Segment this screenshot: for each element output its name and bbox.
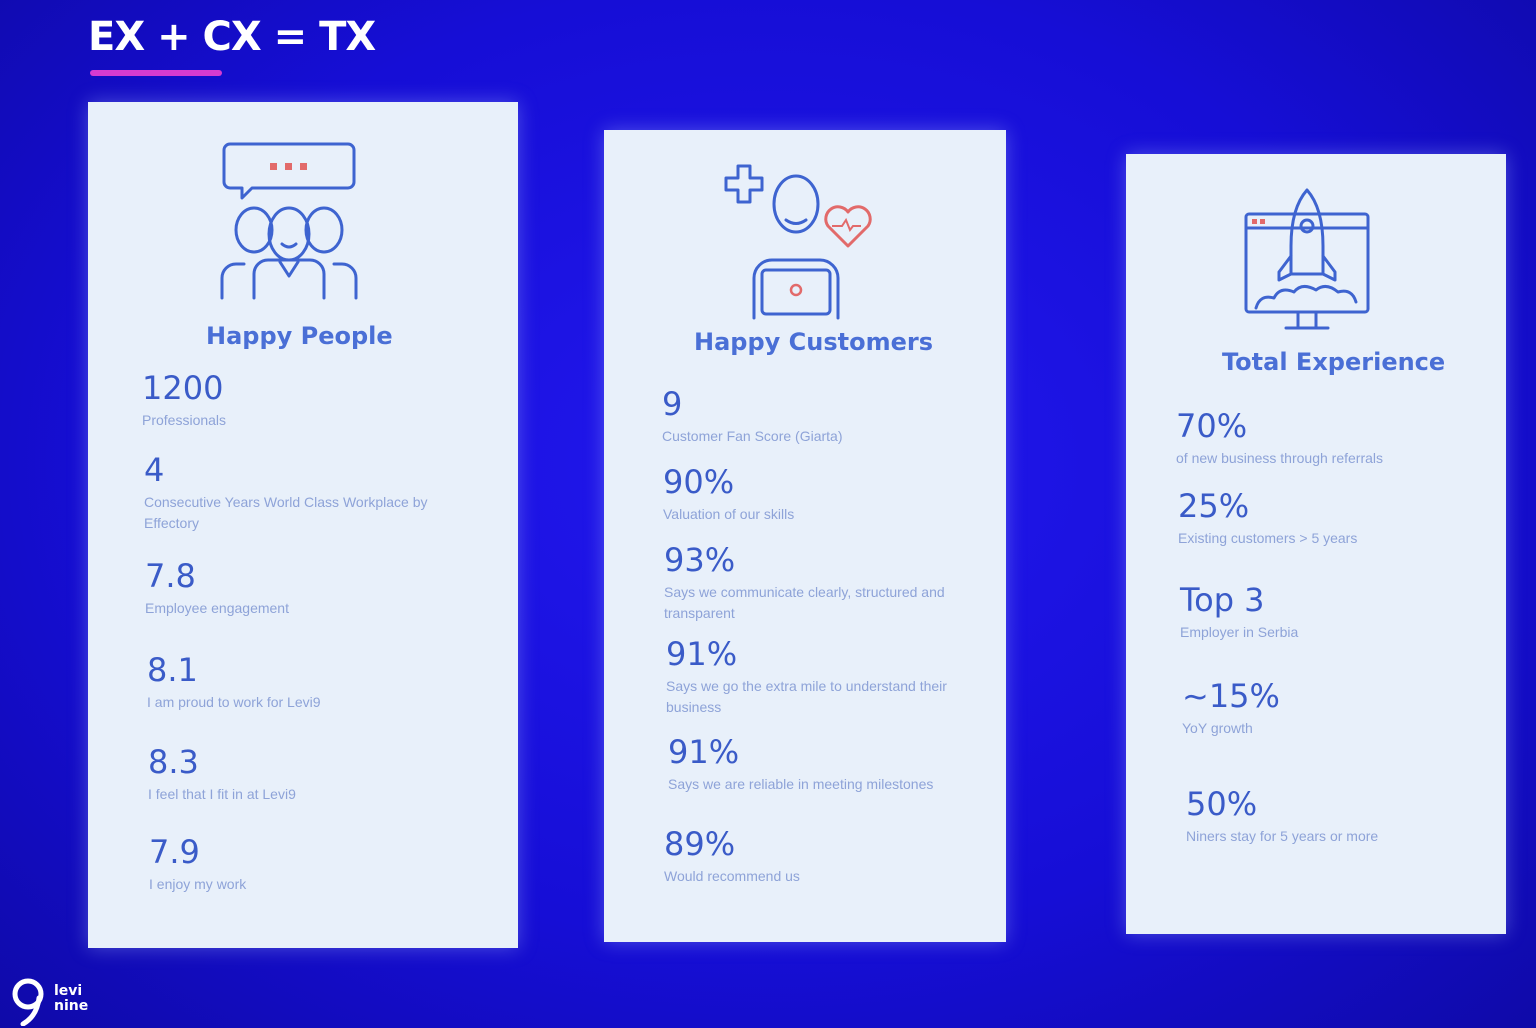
stat-label: Says we go the extra mile to understand … <box>666 678 947 715</box>
stat-label: of new business through referrals <box>1176 450 1383 466</box>
stat-value: 1200 <box>142 369 224 407</box>
brand-line-2: nine <box>54 998 89 1014</box>
stat-label: Would recommend us <box>664 868 800 884</box>
stat-value: Top 3 <box>1180 581 1265 619</box>
stat-label: Customer Fan Score (Giarta) <box>662 428 843 444</box>
stat-item: 9 Customer Fan Score (Giarta) <box>662 386 843 447</box>
stat-item: 91% Says we are reliable in meeting mile… <box>668 734 933 795</box>
stat-value: 90% <box>663 463 735 501</box>
stat-label: Says we are reliable in meeting mileston… <box>668 776 934 792</box>
customer-laptop-heart-icon <box>724 164 872 320</box>
stat-label: Employer in Serbia <box>1180 624 1299 640</box>
team-chat-icon <box>220 142 358 300</box>
stat-label: I am proud to work for Levi9 <box>147 694 321 710</box>
card-heading: Total Experience <box>1222 348 1446 376</box>
stat-value: 8.3 <box>148 743 199 781</box>
card-heading: Happy People <box>206 322 393 350</box>
card-heading: Happy Customers <box>694 328 933 356</box>
card-happy-people: Happy People 1200 Professionals 4 Consec… <box>88 102 518 948</box>
stat-value: 50% <box>1186 785 1258 823</box>
stat-label: Niners stay for 5 years or more <box>1186 828 1379 844</box>
stat-value: 7.8 <box>145 557 196 595</box>
stat-value: 89% <box>664 825 736 863</box>
stat-item: 7.9 I enjoy my work <box>149 834 246 895</box>
stat-item: Top 3 Employer in Serbia <box>1180 582 1298 643</box>
stat-item: 70% of new business through referrals <box>1176 408 1383 469</box>
stat-value: 8.1 <box>147 651 198 689</box>
stat-item: 50% Niners stay for 5 years or more <box>1186 786 1378 847</box>
stat-value: ~15% <box>1182 677 1280 715</box>
stat-value: 93% <box>664 541 736 579</box>
stat-item: 93% Says we communicate clearly, structu… <box>664 542 964 624</box>
slide-title: EX + CX = TX <box>88 14 376 60</box>
stat-item: 7.8 Employee engagement <box>145 558 289 619</box>
stat-item: 1200 Professionals <box>142 370 226 431</box>
stat-label: Employee engagement <box>145 600 289 616</box>
stat-item: 90% Valuation of our skills <box>663 464 794 525</box>
stat-item: 8.3 I feel that I fit in at Levi9 <box>148 744 296 805</box>
card-total-experience: Total Experience 70% of new business thr… <box>1126 154 1506 934</box>
stat-value: 91% <box>666 635 738 673</box>
brand-name: levi nine <box>54 984 88 1014</box>
stat-item: 25% Existing customers > 5 years <box>1178 488 1357 549</box>
stat-item: 8.1 I am proud to work for Levi9 <box>147 652 321 713</box>
stat-value: 25% <box>1178 487 1250 525</box>
brand-line-1: levi <box>54 983 83 999</box>
stat-label: Says we communicate clearly, structured … <box>664 584 945 621</box>
stat-label: I enjoy my work <box>149 876 247 892</box>
stat-value: 91% <box>668 733 740 771</box>
rocket-launch-icon <box>1244 188 1370 330</box>
stat-item: ~15% YoY growth <box>1182 678 1280 739</box>
levi9-logo-icon <box>12 978 44 1026</box>
stat-value: 9 <box>662 385 683 423</box>
stat-label: YoY growth <box>1182 720 1253 736</box>
stat-label: Existing customers > 5 years <box>1178 530 1358 546</box>
stat-item: 89% Would recommend us <box>664 826 800 887</box>
stat-label: Professionals <box>142 412 227 428</box>
stat-label: I feel that I fit in at Levi9 <box>148 786 296 802</box>
stat-item: 91% Says we go the extra mile to underst… <box>666 636 966 718</box>
stat-value: 7.9 <box>149 833 200 871</box>
stat-value: 4 <box>144 451 165 489</box>
stat-item: 4 Consecutive Years World Class Workplac… <box>144 452 474 534</box>
stat-label: Valuation of our skills <box>663 506 795 522</box>
stat-value: 70% <box>1176 407 1248 445</box>
stat-label: Consecutive Years World Class Workplace … <box>144 494 428 531</box>
title-underline <box>90 70 222 76</box>
card-happy-customers: Happy Customers 9 Customer Fan Score (Gi… <box>604 130 1006 942</box>
